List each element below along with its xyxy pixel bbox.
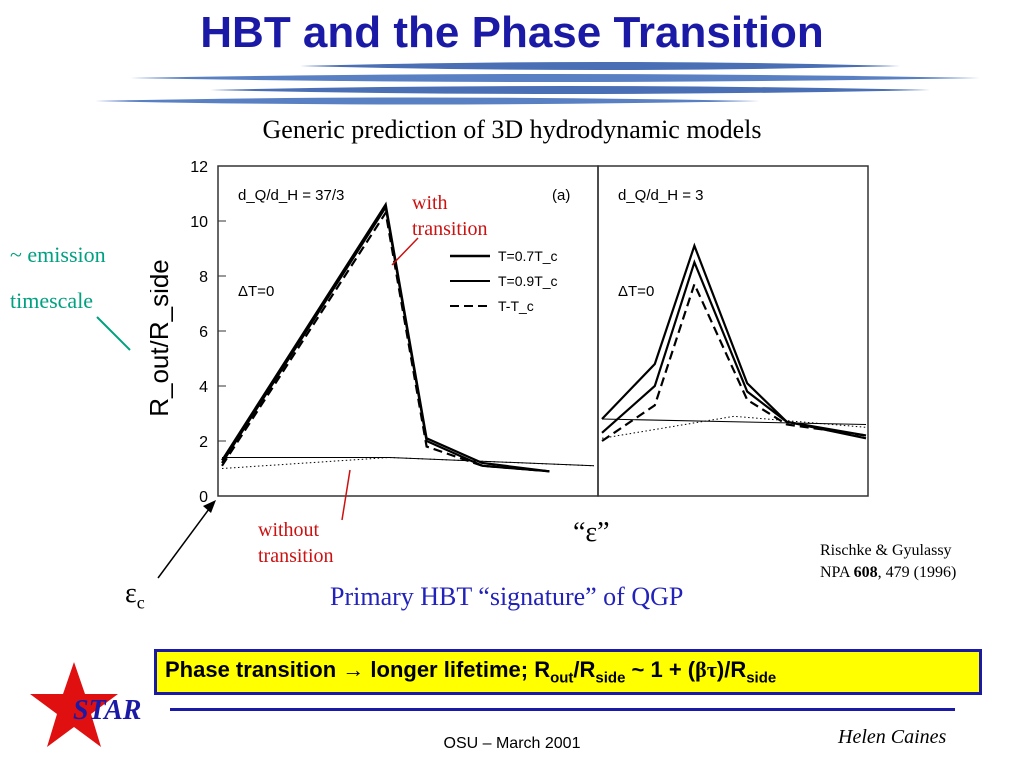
highlight-box bbox=[154, 649, 982, 695]
star-logo-text: STAR bbox=[73, 695, 142, 726]
slide-subtitle: Generic prediction of 3D hydrodynamic mo… bbox=[262, 115, 762, 144]
reference: Rischke & Gyulassy NPA 608, 479 (1996) bbox=[820, 540, 956, 584]
reference-line-1: Rischke & Gyulassy bbox=[820, 542, 952, 559]
panel-b-frame bbox=[597, 165, 869, 497]
primary-signature-text: Primary HBT “signature” of QGP bbox=[330, 582, 684, 611]
y-tick-label-3: 6 bbox=[199, 324, 208, 341]
panel-a: d_Q/d_H = 37/3 (a) ΔT=0 T=0.7T_c T=0.9T_… bbox=[217, 165, 599, 497]
brush-stroke-2 bbox=[130, 74, 980, 82]
brush-stroke-4 bbox=[95, 97, 760, 105]
footer-author: Helen Caines bbox=[838, 726, 947, 748]
panel-a-dT: ΔT=0 bbox=[238, 283, 274, 300]
star-logo-icon bbox=[30, 662, 118, 747]
without-line-2: transition bbox=[258, 545, 334, 567]
with-transition-label: with transition bbox=[412, 190, 488, 242]
with-line-1: with bbox=[412, 192, 448, 214]
epsilon-c-label: εc bbox=[125, 578, 145, 613]
epsilon-axis-label: “ε” bbox=[573, 517, 610, 548]
y-tick-label-6: 12 bbox=[190, 159, 208, 176]
panel-b-label: d_Q/d_H = 3 bbox=[618, 187, 703, 204]
panel-a-series bbox=[221, 201, 595, 473]
panel-a-legend: T=0.7T_c T=0.9T_c T-T_c bbox=[450, 248, 558, 314]
y-tick-label-1: 2 bbox=[199, 434, 208, 451]
panel-b-series-2 bbox=[601, 281, 867, 442]
y-tick-label-2: 4 bbox=[199, 379, 208, 396]
footer-rule bbox=[170, 708, 955, 711]
panel-b: d_Q/d_H = 3 ΔT=0 bbox=[597, 165, 869, 497]
with-pointer bbox=[391, 237, 419, 266]
y-ticks: 0 2 4 6 8 10 12 bbox=[190, 159, 226, 506]
panel-b-series-4 bbox=[601, 415, 867, 439]
legend-label-3: T-T_c bbox=[498, 298, 534, 314]
panel-b-dT: ΔT=0 bbox=[618, 283, 654, 300]
without-transition-label: without transition bbox=[258, 517, 334, 569]
emission-timescale-label: ~ emission timescale bbox=[10, 232, 106, 324]
emission-line-1: ~ emission bbox=[10, 242, 106, 267]
title-brush-strokes bbox=[95, 62, 980, 105]
legend-label-2: T=0.9T_c bbox=[498, 273, 558, 289]
y-axis-label-text: R_out/R_side bbox=[150, 259, 174, 417]
panel-a-label: d_Q/d_H = 37/3 bbox=[238, 187, 344, 204]
panel-a-tag: (a) bbox=[552, 187, 570, 204]
brush-stroke-1 bbox=[300, 62, 900, 70]
eps-c-arrow bbox=[157, 504, 213, 579]
panel-b-series bbox=[601, 242, 867, 442]
y-tick-label-5: 10 bbox=[190, 214, 208, 231]
panel-b-series-3 bbox=[601, 418, 867, 425]
panel-a-series-2 bbox=[221, 209, 550, 473]
y-tick-label-0: 0 bbox=[199, 489, 208, 506]
y-axis-label: R_out/R_side bbox=[150, 259, 174, 417]
emission-line-2: timescale bbox=[10, 288, 94, 313]
panel-b-series-1 bbox=[601, 259, 867, 437]
brush-stroke-3 bbox=[210, 86, 930, 94]
highlight-text: Phase transition → longer lifetime; Rout… bbox=[165, 657, 777, 687]
panel-a-series-4 bbox=[221, 456, 595, 469]
y-tick-label-4: 8 bbox=[199, 269, 208, 286]
without-line-1: without bbox=[258, 519, 320, 541]
legend-label-1: T=0.7T_c bbox=[498, 248, 558, 264]
eps-c-arrowhead bbox=[203, 500, 216, 513]
timescale-pointer bbox=[96, 316, 131, 351]
footer-center: OSU – March 2001 bbox=[443, 735, 581, 752]
with-line-2: transition bbox=[412, 218, 488, 240]
reference-line-2: NPA 608, 479 (1996) bbox=[820, 564, 957, 581]
without-pointer bbox=[341, 469, 351, 521]
hbt-chart: R_out/R_side 0 2 4 6 8 10 12 d_Q/d_H = 37/3 (a… bbox=[150, 159, 869, 506]
slide-title: HBT and the Phase Transition bbox=[200, 8, 824, 57]
